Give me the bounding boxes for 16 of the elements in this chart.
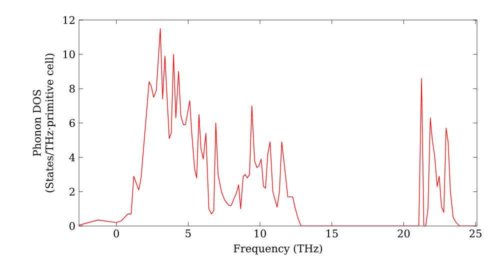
line-series xyxy=(79,28,478,226)
y-tick-label: 0 xyxy=(70,222,75,230)
x-tick-label: 20 xyxy=(398,230,410,238)
x-tick-label: 15 xyxy=(326,230,338,238)
y-tick-label: 4 xyxy=(69,153,75,162)
y-tick-label: 6 xyxy=(70,119,75,127)
x-tick-label: 10 xyxy=(254,230,266,238)
y-tick-label: 2 xyxy=(70,188,74,196)
x-tick-label: 25 xyxy=(470,230,482,238)
y-axis-title: Phonon DOS (States/THz·primitive cell) xyxy=(32,54,56,192)
x-axis-title: Frequency (THz) xyxy=(234,244,322,255)
y-tick-label: 10 xyxy=(63,50,75,58)
x-tick-label: 0 xyxy=(114,230,119,238)
y-tick-label: 8 xyxy=(70,84,75,93)
y-tick-label: 12 xyxy=(63,16,74,24)
x-tick-label: 5 xyxy=(186,230,191,238)
